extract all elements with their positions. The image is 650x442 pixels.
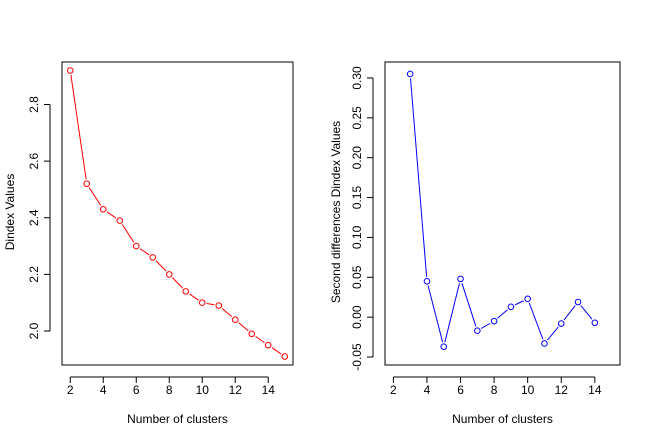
series-segment [121,224,135,243]
data-point [591,319,599,327]
x-tick-label: 12 [555,383,569,397]
data-point [507,303,515,311]
data-point [557,320,565,327]
x-tick-label: 4 [100,383,107,397]
series-segment [88,187,102,206]
plot-frame [61,61,294,366]
data-point [541,340,548,347]
data-point [149,254,157,261]
series-segment [206,302,215,306]
data-point [132,242,140,250]
y-tick-label: 2.6 [27,152,41,169]
series-segment [461,283,477,327]
data-point [165,271,173,278]
y-tick-label: 0.00 [350,305,364,329]
data-point [99,205,107,213]
series-segment [480,322,491,329]
series-segment [563,305,576,321]
data-point [574,298,582,306]
series-segment [189,293,199,301]
data-point [215,302,223,309]
plot-frame [384,61,621,366]
series-segment [497,309,508,319]
data-point [490,317,498,325]
y-tick-label: 0.15 [350,186,364,210]
series-segment [238,322,249,332]
x-tick-label: 2 [67,383,74,397]
data-point [440,343,448,350]
data-point [264,341,272,349]
series-segment [255,335,265,344]
y-tick-label: 0.20 [350,146,364,170]
x-tick-label: 12 [229,383,243,397]
data-point [198,299,206,307]
y-tick-label: 0.10 [350,225,364,249]
y-tick-label: 2.0 [27,322,41,339]
series-segment [221,308,233,318]
dindex-panel: 2 4 6 8 10 12 14 2.0 2.2 2.4 2.6 2.8 Number of clust… [3,61,294,426]
x-tick-label: 14 [262,383,276,397]
y-tick-label: 0.25 [350,106,364,130]
x-tick-label: 6 [133,383,140,397]
data-point [231,316,239,323]
series-segment [172,277,183,289]
x-tick-label: 10 [521,383,535,397]
data-point [406,70,414,78]
data-point [281,353,289,360]
y-tick-label: 2.4 [27,209,41,226]
series-segment [528,302,544,340]
y-tick-label: 2.2 [27,266,41,283]
y-axis-title: Second differences Dindex Values [329,121,343,303]
series-segment [580,305,593,320]
series-segment [514,300,524,306]
x-tick-label: 10 [196,383,210,397]
series-segment [427,285,444,343]
series-segment [410,78,428,277]
second-differences-panel: 2 4 6 8 10 12 14 -0.05 0.00 0.05 0.10 0.15 0.20 0.25 0… [329,61,621,426]
series-segment [155,260,167,272]
y-tick-label: 0.05 [350,265,364,289]
x-axis-title: Number of clusters [127,412,228,426]
y-tick-label: 2.8 [27,96,41,113]
data-point [66,67,74,74]
x-tick-label: 4 [424,383,431,397]
x-axis-title: Number of clusters [452,412,553,426]
series-segment [271,347,282,355]
y-tick-label: -0.05 [350,343,364,371]
data-point [116,217,124,224]
x-tick-label: 14 [588,383,602,397]
series-segment [444,283,460,343]
x-tick-label: 2 [390,383,397,397]
data-point [457,275,464,283]
data-point [83,180,91,188]
series-segment [70,74,87,180]
data-point [423,277,431,285]
x-tick-label: 6 [457,383,464,397]
data-point [474,327,481,335]
series-segment [546,326,559,341]
y-axis-title: Dindex Values [3,174,17,251]
y-tick-label: 0.30 [350,66,364,90]
x-tick-label: 8 [166,383,173,397]
series-segment [139,248,150,256]
series-segment [106,211,117,219]
x-tick-label: 8 [491,383,498,397]
data-point [248,330,256,338]
data-point [524,295,531,303]
data-point [182,288,190,295]
